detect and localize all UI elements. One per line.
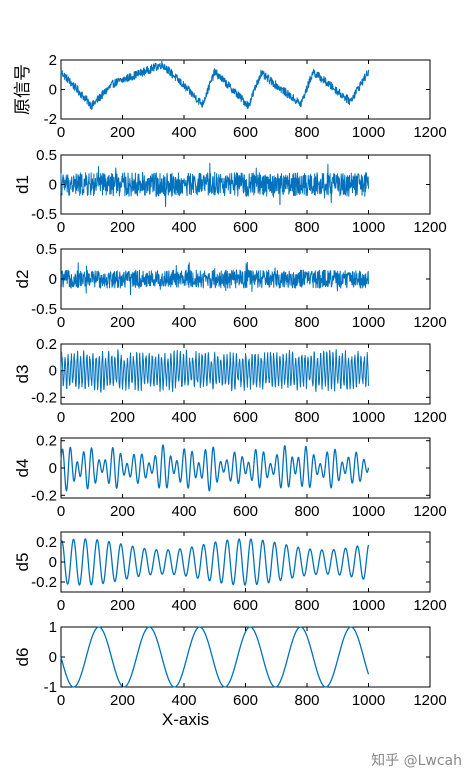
x-tick-label: 200 [110,219,135,236]
x-tick-label: 0 [57,503,65,520]
x-tick-label: 0 [57,597,65,614]
x-tick-label: 800 [294,409,319,426]
y-tick-label: 0.2 [36,433,57,450]
axes-box [60,437,431,499]
x-tick-label: 1200 [413,124,446,141]
y-tick-label: 0 [49,649,57,666]
x-tick-label: 1200 [413,692,446,709]
x-tick-label: 200 [110,597,135,614]
y-tick-label: 2 [49,52,57,69]
y-tick-label: -0.5 [31,301,57,318]
x-tick-label: 400 [171,503,196,520]
x-tick-label: 1200 [413,409,446,426]
y-axis-label: d3 [13,365,32,384]
x-tick-label: 200 [110,314,135,331]
x-tick-label: 600 [233,124,258,141]
x-axis-label: X-axis [162,710,209,729]
series-line [60,444,370,492]
x-tick-label: 800 [294,503,319,520]
y-tick-label: 0 [49,460,57,477]
y-axis-label: d1 [13,175,32,194]
x-tick-label: 1000 [352,692,385,709]
y-tick-label: -0.2 [31,487,57,504]
series-line [60,60,369,110]
x-tick-label: 1200 [413,597,446,614]
y-axis-label: 原信号 [13,64,32,115]
x-tick-label: 0 [57,219,65,236]
x-tick-label: 1200 [413,219,446,236]
x-tick-label: 800 [294,597,319,614]
x-tick-label: 1000 [352,409,385,426]
y-tick-label: 0 [49,554,57,571]
x-tick-label: 800 [294,692,319,709]
x-tick-label: 0 [57,692,65,709]
y-tick-label: 0.2 [36,534,57,551]
x-tick-label: 600 [233,692,258,709]
x-tick-label: 200 [110,503,135,520]
x-tick-label: 0 [57,314,65,331]
watermark: 知乎 @Lwcah [371,753,462,769]
x-tick-label: 200 [110,124,135,141]
x-tick-label: 800 [294,314,319,331]
x-tick-label: 1000 [352,219,385,236]
x-tick-label: 400 [171,124,196,141]
y-tick-label: -0.2 [31,389,57,406]
series-line [60,261,369,296]
y-tick-label: 0 [49,82,57,99]
x-tick-label: 0 [57,409,65,426]
y-tick-label: 0 [49,271,57,288]
x-tick-label: 200 [110,692,135,709]
x-tick-label: 400 [171,219,196,236]
y-axis-label: d2 [13,270,32,289]
y-tick-label: -0.2 [31,574,57,591]
y-tick-label: 0 [49,177,57,194]
y-axis-label: d5 [13,553,32,572]
y-axis-label: d6 [13,648,32,667]
series-line [60,162,369,207]
x-tick-label: 1200 [413,503,446,520]
series-line [60,626,370,688]
x-tick-label: 600 [233,219,258,236]
x-tick-label: 400 [171,314,196,331]
y-tick-label: -0.5 [31,206,57,223]
x-tick-label: 400 [171,409,196,426]
x-tick-label: 1000 [352,597,385,614]
x-tick-label: 1200 [413,314,446,331]
axes-box [60,626,431,688]
x-tick-label: 800 [294,124,319,141]
y-tick-label: 0.5 [36,147,57,164]
y-tick-label: 0.5 [36,241,57,258]
y-tick-label: 1 [49,619,57,636]
axes-box [60,59,431,120]
x-tick-label: 1000 [352,503,385,520]
x-tick-label: 400 [171,692,196,709]
x-tick-label: 600 [233,597,258,614]
x-tick-label: 600 [233,409,258,426]
x-tick-label: 600 [233,314,258,331]
y-tick-label: -2 [44,111,57,128]
x-tick-label: 1000 [352,124,385,141]
x-tick-label: 600 [233,503,258,520]
y-tick-label: -1 [44,679,57,696]
axes-box [60,343,431,405]
x-tick-label: 0 [57,124,65,141]
x-tick-label: 1000 [352,314,385,331]
x-tick-label: 800 [294,219,319,236]
series-line [60,538,370,586]
series-line [60,348,369,393]
y-axis-label: d4 [13,459,32,478]
y-tick-label: 0.2 [36,336,57,353]
x-tick-label: 400 [171,597,196,614]
x-tick-label: 200 [110,409,135,426]
y-tick-label: 0 [49,363,57,380]
